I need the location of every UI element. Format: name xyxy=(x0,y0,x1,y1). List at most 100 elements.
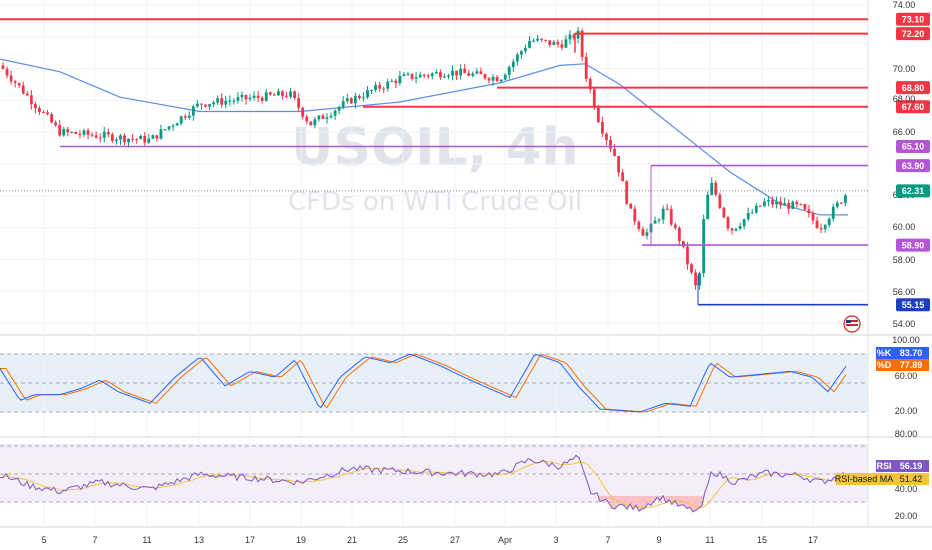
level-tag xyxy=(896,27,930,41)
candle-up xyxy=(325,117,329,119)
candle-down xyxy=(123,135,126,143)
candle-down xyxy=(584,56,588,79)
rsi-ma-label-tag xyxy=(836,473,893,485)
candle-up xyxy=(471,73,475,76)
candle-down xyxy=(682,241,685,247)
candle-down xyxy=(540,38,544,40)
candle-down xyxy=(309,121,313,126)
candle-down xyxy=(285,95,288,97)
level-value: 63.90 xyxy=(902,161,925,171)
candle-down xyxy=(592,89,596,108)
candle-down xyxy=(690,264,693,273)
flag-icon[interactable] xyxy=(843,315,861,333)
rsi-ma-label: RSI-based MA xyxy=(835,474,894,484)
rsi-label: RSI xyxy=(876,461,891,471)
rsi-tick: 20.00 xyxy=(895,511,918,521)
stoch-k-value-tag xyxy=(893,347,929,359)
candle-up xyxy=(402,74,406,77)
candle-down xyxy=(66,129,70,133)
candle-up xyxy=(434,72,438,74)
candle-down xyxy=(25,93,29,96)
date-tick: 7 xyxy=(605,535,610,545)
candle-down xyxy=(46,112,49,115)
price-tick: 56.00 xyxy=(893,287,916,297)
candle-up xyxy=(82,130,86,135)
candle-down xyxy=(556,41,560,45)
candle-down xyxy=(50,114,53,123)
candle-down xyxy=(771,200,774,205)
candle-down xyxy=(795,201,799,205)
candle-up xyxy=(163,129,167,131)
candle-down xyxy=(625,181,629,204)
candle-up xyxy=(459,68,463,76)
stoch-k-value: 83.70 xyxy=(900,348,923,358)
candle-down xyxy=(633,208,637,222)
candle-down xyxy=(349,98,353,104)
candle-down xyxy=(9,75,13,82)
candle-down xyxy=(613,148,616,156)
candle-up xyxy=(362,97,365,99)
candle-down xyxy=(78,134,82,136)
candle-up xyxy=(746,212,750,220)
candle-up xyxy=(507,67,511,75)
rsi-pane xyxy=(0,454,847,513)
candle-up xyxy=(175,123,179,126)
candle-down xyxy=(641,229,645,236)
candle-down xyxy=(803,204,807,210)
candle-up xyxy=(657,219,661,221)
candle-down xyxy=(463,68,467,74)
candle-up xyxy=(370,90,373,92)
candle-up xyxy=(568,34,572,40)
candle-down xyxy=(815,220,819,229)
candle-up xyxy=(151,135,155,139)
candle-up xyxy=(236,97,240,101)
level-tag xyxy=(896,12,930,26)
date-tick: 19 xyxy=(296,535,306,545)
candle-down xyxy=(131,138,134,140)
candle-down xyxy=(718,194,722,208)
candle-up xyxy=(706,194,710,220)
candle-up xyxy=(791,201,795,209)
rsi-axis[interactable]: 80.00 40.00 20.00 xyxy=(895,429,918,521)
candle-down xyxy=(601,121,604,134)
candle-down xyxy=(787,203,791,209)
candle-down xyxy=(301,107,305,117)
candle-up xyxy=(386,81,390,89)
level-tag xyxy=(896,159,930,173)
level-value: 58.90 xyxy=(902,240,925,250)
candle-down xyxy=(378,85,382,89)
candle-up xyxy=(252,95,256,98)
stoch-d-value-tag xyxy=(893,359,929,371)
stoch-axis[interactable]: 100.00 60.00 20.00 xyxy=(892,335,920,416)
time-axis[interactable]: 5 7 11 13 17 19 21 25 27 Apr 3 7 9 11 15 17 xyxy=(41,535,818,545)
level-tag xyxy=(896,81,930,95)
candle-down xyxy=(487,78,491,81)
date-tick: 3 xyxy=(553,535,558,545)
candle-up xyxy=(645,232,649,236)
stoch-k-label-tag xyxy=(876,347,893,359)
candle-up xyxy=(443,76,446,78)
candle-up xyxy=(216,98,220,103)
candle-up xyxy=(119,135,122,140)
rsi-tick: 40.00 xyxy=(895,484,918,494)
candle-down xyxy=(819,228,823,230)
candle-up xyxy=(447,75,450,77)
support-resistance-levels[interactable]: 73.10 72.20 68.80 67.60 65.10 63.90 58.90 55.15 xyxy=(0,12,930,312)
candle-down xyxy=(244,94,248,100)
candle-up xyxy=(289,91,292,97)
candle-down xyxy=(358,96,361,99)
candle-up xyxy=(191,106,195,116)
candles xyxy=(1,26,847,290)
candle-up xyxy=(70,131,74,133)
candle-up xyxy=(264,92,268,101)
level-tag xyxy=(896,298,930,312)
candle-up xyxy=(536,38,539,41)
candle-up xyxy=(208,104,211,107)
candle-down xyxy=(621,172,625,182)
rsi-band xyxy=(0,444,868,502)
price-tick: 54.00 xyxy=(893,319,916,329)
candle-up xyxy=(337,106,341,111)
rsi-value: 56.19 xyxy=(900,461,923,471)
candle-down xyxy=(98,137,102,139)
